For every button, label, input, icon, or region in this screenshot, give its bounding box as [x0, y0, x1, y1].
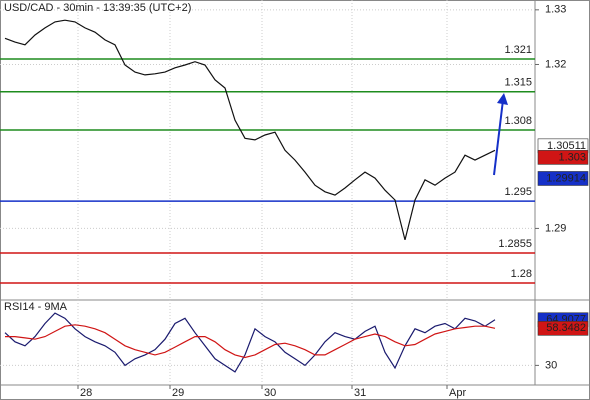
series-line — [5, 324, 496, 359]
price-box-label: 1.29914 — [546, 172, 586, 184]
arrow-head — [497, 93, 508, 105]
chart-title: USD/CAD - 30min - 13:39:35 (UTC+2) — [4, 2, 191, 14]
panel-title: RSI14 - 9MA — [4, 301, 68, 313]
price-box-label: 58.3482 — [546, 322, 586, 334]
price-box — [537, 321, 589, 336]
level-label: 1.2855 — [498, 238, 532, 250]
series-line — [4, 312, 496, 373]
level-label: 1.295 — [504, 186, 532, 198]
x-tick-label: Apr — [449, 387, 466, 399]
price-box-label: 1.30511 — [547, 140, 586, 152]
level-label: 1.308 — [504, 115, 532, 127]
x-tick-label: 31 — [354, 387, 366, 399]
y-tick-label: 30 — [545, 359, 557, 371]
price-box-label: 1.303 — [558, 151, 586, 163]
x-tick-label: 30 — [264, 387, 276, 399]
level-label: 1.321 — [504, 44, 532, 56]
x-tick-label: 28 — [80, 387, 92, 399]
y-tick-label: 1.33 — [545, 4, 566, 16]
arrow — [493, 99, 504, 176]
series-line — [4, 19, 496, 241]
price-box — [537, 150, 589, 165]
y-tick-label: 1.32 — [545, 58, 566, 70]
level-label: 1.315 — [504, 77, 532, 89]
level-label: 1.28 — [511, 268, 532, 280]
price-box — [537, 171, 589, 186]
x-tick-label: 29 — [172, 387, 184, 399]
y-tick-label: 1.29 — [545, 222, 566, 234]
